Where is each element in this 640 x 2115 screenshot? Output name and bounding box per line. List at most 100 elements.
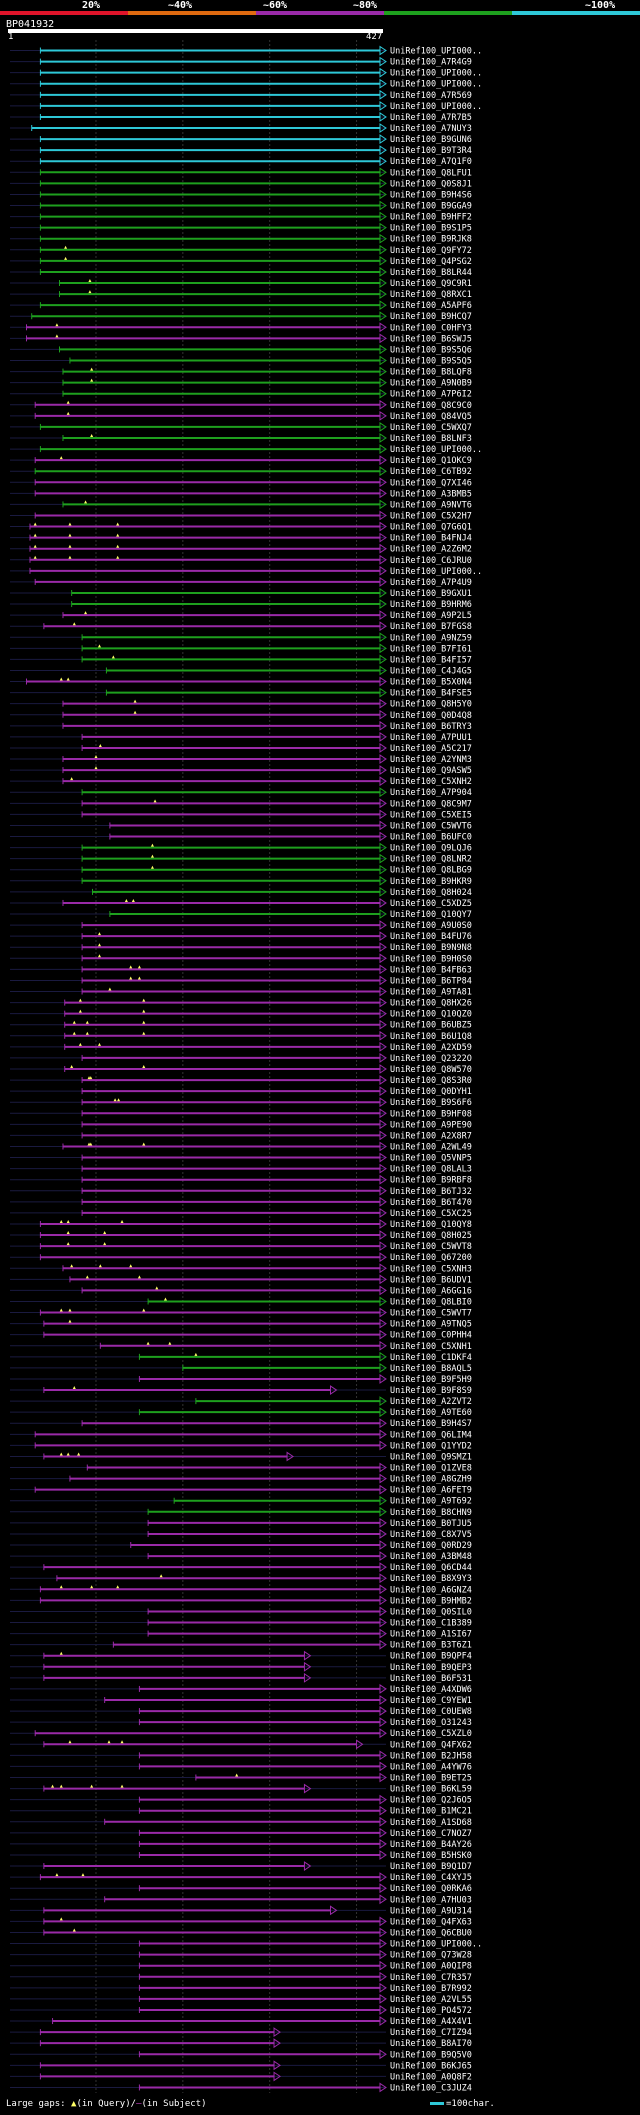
hit-label[interactable]: UniRef100_C4XYJ5: [390, 1873, 472, 1883]
hit-label[interactable]: UniRef100_A9T692: [390, 1497, 472, 1507]
hit-label[interactable]: UniRef100_A7R7B5: [390, 113, 472, 123]
hit-label[interactable]: UniRef100_Q7G6Q1: [390, 523, 472, 533]
hit-row[interactable]: UniRef100_Q9C9R1: [10, 278, 472, 289]
hit-label[interactable]: UniRef100_A2XD59: [390, 1043, 472, 1053]
hit-label[interactable]: UniRef100_B4FB63: [390, 965, 472, 975]
hit-row[interactable]: UniRef100_B2JH58: [10, 1750, 472, 1761]
hit-label[interactable]: UniRef100_B6TP84: [390, 976, 472, 986]
hit-label[interactable]: UniRef100_C7IZ94: [390, 2028, 472, 2038]
hit-row[interactable]: UniRef100_C1B389: [10, 1617, 472, 1629]
hit-label[interactable]: UniRef100_Q8HX26: [390, 999, 472, 1009]
hit-row[interactable]: UniRef100_B6TJ32: [10, 1185, 472, 1197]
hit-row[interactable]: UniRef100_C3JUZ4: [10, 2082, 472, 2093]
hit-label[interactable]: UniRef100_Q9LQJ6: [390, 844, 472, 854]
hit-row[interactable]: UniRef100_C5XNH2: [10, 776, 472, 787]
hit-row[interactable]: UniRef100_A2X8R7: [10, 1130, 472, 1141]
hit-row[interactable]: UniRef100_A9U314: [10, 1905, 472, 1916]
hit-row[interactable]: UniRef100_C7IZ94: [10, 2027, 472, 2038]
hit-label[interactable]: UniRef100_B9T3R4: [390, 146, 472, 156]
hit-row[interactable]: UniRef100_A1SD68: [10, 1816, 472, 1828]
hit-row[interactable]: UniRef100_UPI000..: [10, 1938, 482, 1950]
hit-label[interactable]: UniRef100_Q1ZVE8: [390, 1464, 472, 1474]
hit-row[interactable]: UniRef100_B6TRY3: [10, 720, 472, 732]
hit-label[interactable]: UniRef100_B9QEP3: [390, 1663, 472, 1673]
hit-label[interactable]: UniRef100_B9ET25: [390, 1773, 472, 1783]
hit-label[interactable]: UniRef100_Q8H025: [390, 1231, 472, 1241]
hit-row[interactable]: UniRef100_A7P4U9: [10, 576, 472, 588]
hit-row[interactable]: UniRef100_B8LQF8: [10, 366, 472, 378]
hit-label[interactable]: UniRef100_Q8RXC1: [390, 290, 472, 300]
hit-label[interactable]: UniRef100_Q8H5Y0: [390, 700, 472, 710]
hit-label[interactable]: UniRef100_Q4FX63: [390, 1917, 472, 1927]
hit-row[interactable]: UniRef100_A6GG16: [10, 1285, 472, 1296]
hit-label[interactable]: UniRef100_C5WVT8: [390, 1242, 472, 1252]
hit-row[interactable]: UniRef100_Q8RXC1: [10, 289, 472, 300]
hit-row[interactable]: UniRef100_UPI000..: [10, 67, 482, 79]
hit-label[interactable]: UniRef100_C6TB92: [390, 467, 472, 477]
hit-row[interactable]: UniRef100_B7FI61: [10, 643, 472, 654]
hit-label[interactable]: UniRef100_B9Q1D7: [390, 1862, 472, 1872]
hit-label[interactable]: UniRef100_C5X2H7: [390, 511, 472, 521]
hit-label[interactable]: UniRef100_B5X0N4: [390, 678, 472, 688]
hit-label[interactable]: UniRef100_A4YW76: [390, 1762, 472, 1772]
hit-label[interactable]: UniRef100_A6GNZ4: [390, 1585, 472, 1595]
hit-row[interactable]: UniRef100_Q0D4Q8: [10, 709, 472, 721]
hit-label[interactable]: UniRef100_C1DKF4: [390, 1353, 472, 1363]
hit-row[interactable]: UniRef100_B9F5H9: [10, 1374, 472, 1385]
hit-row[interactable]: UniRef100_C5X2H7: [10, 510, 472, 521]
hit-label[interactable]: UniRef100_Q10QZ0: [390, 1010, 472, 1020]
hit-label[interactable]: UniRef100_B9GXU1: [390, 589, 472, 599]
hit-label[interactable]: UniRef100_A9U0S0: [390, 921, 472, 931]
hit-row[interactable]: UniRef100_A0Q8F2: [10, 2071, 472, 2082]
hit-label[interactable]: UniRef100_A7HU03: [390, 1895, 472, 1905]
hit-label[interactable]: UniRef100_A7P4U9: [390, 578, 472, 588]
hit-row[interactable]: UniRef100_UPI000..: [10, 565, 482, 577]
hit-label[interactable]: UniRef100_B9HF08: [390, 1109, 472, 1119]
hit-row[interactable]: UniRef100_B8X9Y3: [10, 1573, 472, 1584]
hit-label[interactable]: UniRef100_C5XNH2: [390, 777, 472, 787]
hit-label[interactable]: UniRef100_A7R4G9: [390, 58, 472, 68]
hit-label[interactable]: UniRef100_Q0S8J1: [390, 179, 472, 189]
hit-row[interactable]: UniRef100_Q8H5Y0: [10, 698, 472, 710]
hit-label[interactable]: UniRef100_B1MC21: [390, 1807, 472, 1817]
hit-label[interactable]: UniRef100_B9HMB2: [390, 1596, 472, 1606]
hit-row[interactable]: UniRef100_Q84VQ5: [10, 410, 472, 422]
hit-label[interactable]: UniRef100_B7FI61: [390, 644, 472, 654]
hit-label[interactable]: UniRef100_Q9FY72: [390, 246, 472, 256]
hit-row[interactable]: UniRef100_B4AY26: [10, 1838, 472, 1850]
hit-label[interactable]: UniRef100_Q0RD29: [390, 1541, 472, 1551]
hit-row[interactable]: UniRef100_Q1OKC9: [10, 455, 472, 466]
hit-label[interactable]: UniRef100_Q6LIM4: [390, 1430, 472, 1440]
hit-row[interactable]: UniRef100_B6F531: [10, 1672, 472, 1684]
hit-label[interactable]: UniRef100_A7Q1F0: [390, 157, 472, 167]
hit-row[interactable]: UniRef100_A6FET9: [10, 1484, 472, 1496]
hit-row[interactable]: UniRef100_C5XZL0: [10, 1728, 472, 1739]
hit-label[interactable]: UniRef100_Q4FX62: [390, 1740, 472, 1750]
hit-row[interactable]: UniRef100_A2VL55: [10, 1993, 472, 2005]
hit-label[interactable]: UniRef100_B0TJU5: [390, 1519, 472, 1529]
hit-row[interactable]: UniRef100_C0UEW8: [10, 1706, 472, 1717]
hit-label[interactable]: UniRef100_A7NUY3: [390, 124, 472, 134]
hit-label[interactable]: UniRef100_B4FU76: [390, 932, 472, 942]
hit-label[interactable]: UniRef100_B8AQL5: [390, 1364, 472, 1374]
hit-row[interactable]: UniRef100_B8AQL5: [10, 1362, 472, 1374]
hit-label[interactable]: UniRef100_A9NZ59: [390, 633, 472, 643]
hit-row[interactable]: UniRef100_A5APF6: [10, 300, 472, 311]
hit-row[interactable]: UniRef100_B6UFC0: [10, 831, 472, 843]
hit-row[interactable]: UniRef100_A4YW76: [10, 1761, 472, 1772]
hit-row[interactable]: UniRef100_Q4FX63: [10, 1916, 472, 1927]
hit-label[interactable]: UniRef100_B6KJ65: [390, 2061, 472, 2071]
hit-row[interactable]: UniRef100_A7R569: [10, 89, 472, 101]
hit-row[interactable]: UniRef100_Q4PSG2: [10, 255, 472, 267]
hit-label[interactable]: UniRef100_B9S5Q6: [390, 345, 472, 355]
hit-label[interactable]: UniRef100_C9YEW1: [390, 1696, 472, 1706]
hit-label[interactable]: UniRef100_B9GUN6: [390, 135, 472, 145]
hit-label[interactable]: UniRef100_C0HFY3: [390, 323, 472, 333]
hit-row[interactable]: UniRef100_A3BMB5: [10, 488, 472, 499]
hit-label[interactable]: UniRef100_UPI000..: [390, 102, 482, 112]
hit-label[interactable]: UniRef100_C5WVT7: [390, 1309, 472, 1319]
hit-label[interactable]: UniRef100_B3T6Z1: [390, 1641, 472, 1651]
hit-label[interactable]: UniRef100_C3JUZ4: [390, 2083, 472, 2093]
hit-row[interactable]: UniRef100_A2XD59: [10, 1041, 472, 1053]
hit-row[interactable]: UniRef100_B9H4S6: [10, 189, 472, 200]
